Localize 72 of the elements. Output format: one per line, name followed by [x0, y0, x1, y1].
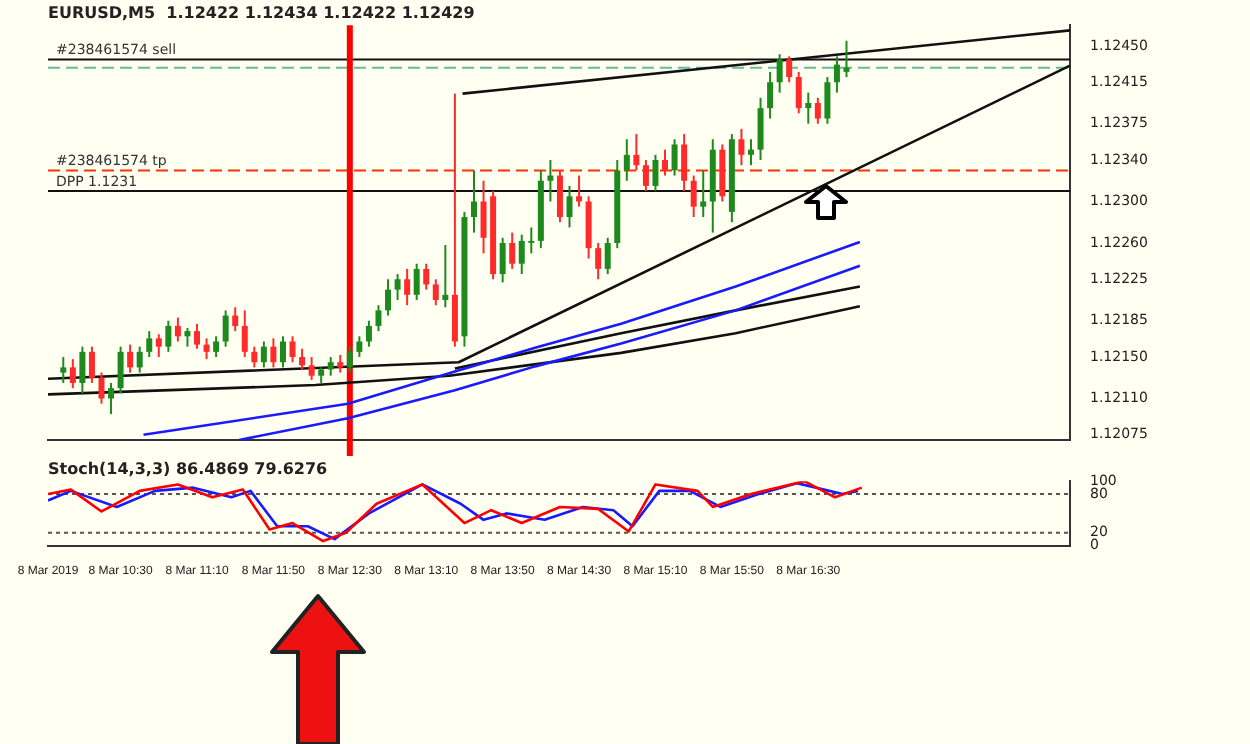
candlestick: [795, 70, 802, 115]
candlestick: [79, 345, 86, 395]
candlestick: [805, 91, 812, 125]
chart-title: EURUSD,M5 1.12422 1.12434 1.12422 1.12429: [48, 3, 476, 22]
candlestick: [824, 76, 831, 125]
candlestick: [423, 262, 430, 291]
candlestick: [279, 335, 286, 369]
candlestick: [165, 319, 172, 353]
candlestick: [757, 96, 764, 162]
candlestick: [117, 345, 124, 395]
candlestick: [690, 174, 697, 219]
candlestick: [576, 174, 583, 208]
candlestick: [700, 169, 707, 219]
candlestick: [356, 335, 363, 359]
candlestick: [88, 345, 95, 384]
candlestick: [767, 70, 774, 120]
candlestick: [251, 345, 258, 369]
candlestick: [385, 278, 392, 317]
candlestick: [213, 335, 220, 359]
candlestick: [442, 244, 449, 309]
candlestick: [556, 169, 563, 224]
candlestick: [394, 273, 401, 302]
candlestick: [222, 309, 229, 348]
candlestick: [814, 96, 821, 125]
candlestick: [203, 337, 210, 361]
candlestick: [289, 335, 296, 364]
candlestick: [623, 138, 630, 182]
candlestick: [604, 236, 611, 276]
candlestick: [69, 358, 76, 390]
candlestick: [270, 337, 277, 369]
candlestick: [642, 159, 649, 193]
candlestick: [681, 133, 688, 193]
candlestick: [260, 340, 267, 369]
candlestick: [155, 333, 162, 359]
candlestick: [184, 327, 191, 348]
candlestick: [547, 159, 554, 203]
candlestick: [747, 138, 754, 167]
candlestick: [327, 356, 334, 377]
candlestick: [595, 241, 602, 281]
candlestick: [776, 53, 783, 94]
candlestick: [451, 92, 458, 348]
candlestick: [738, 127, 745, 167]
candlestick: [432, 278, 439, 307]
candlestick: [108, 381, 115, 416]
candlestick: [346, 345, 353, 374]
candlestick: [98, 371, 105, 405]
candlestick: [652, 153, 659, 193]
candlestick: [404, 267, 411, 307]
candlestick: [662, 148, 669, 177]
candlestick: [365, 319, 372, 348]
candlestick: [786, 55, 793, 84]
candlestick: [375, 304, 382, 333]
candlestick: [470, 169, 477, 234]
candlestick: [299, 347, 306, 371]
candlestick: [719, 143, 726, 203]
candlestick: [509, 231, 516, 270]
candlestick: [136, 345, 143, 374]
candlestick: [566, 184, 573, 229]
candlestick: [232, 306, 239, 333]
candlestick: [60, 356, 67, 384]
candlestick: [633, 133, 640, 172]
candlestick: [671, 138, 678, 177]
candlestick: [413, 262, 420, 302]
candlestick: [308, 356, 315, 381]
candlestick: [146, 330, 153, 359]
candlestick: [194, 322, 200, 350]
candlestick: [585, 195, 592, 260]
chart-title: Stoch(14,3,3) 86.4869 79.6276: [48, 459, 329, 478]
candlestick: [499, 236, 506, 284]
candlestick: [174, 316, 181, 343]
candlestick: [241, 309, 248, 359]
candlestick: [127, 343, 134, 374]
